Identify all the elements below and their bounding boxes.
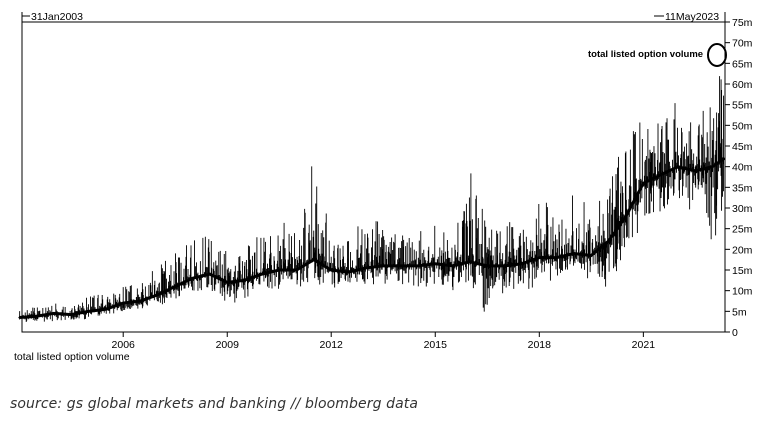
series-point bbox=[486, 265, 488, 267]
y-tick-label: 75m bbox=[732, 17, 753, 29]
y-tick-label: 50m bbox=[732, 120, 753, 132]
series-point bbox=[469, 260, 471, 263]
y-axis: 0 5m 10m 15m 20m 25m 30m 35m 40m 45m 50m 55m 60m 65m 7… bbox=[725, 17, 753, 339]
series-point bbox=[208, 273, 211, 275]
series-point bbox=[573, 252, 575, 255]
y-tick-label: 5m bbox=[732, 306, 747, 318]
series-point bbox=[330, 269, 333, 271]
series-point bbox=[538, 256, 541, 259]
series-point bbox=[87, 310, 90, 313]
series-point bbox=[35, 315, 38, 318]
series-point bbox=[711, 165, 714, 168]
y-tick-label: 10m bbox=[732, 286, 753, 298]
series-point bbox=[555, 256, 558, 259]
x-tick-label: 2021 bbox=[632, 339, 656, 351]
series-layer bbox=[18, 76, 725, 323]
series-annotation: total listed option volume bbox=[588, 49, 703, 60]
series-point bbox=[174, 285, 176, 288]
series-point bbox=[590, 254, 592, 257]
series-point bbox=[278, 269, 280, 271]
series-point bbox=[312, 258, 315, 261]
x-tick-label: 2006 bbox=[112, 339, 136, 351]
series-point bbox=[642, 182, 645, 184]
series-point bbox=[139, 300, 142, 302]
y-tick-label: 35m bbox=[732, 182, 753, 194]
series-point bbox=[295, 269, 298, 271]
series-point bbox=[434, 263, 437, 265]
x-axis: 2006 2009 2012 2015 2018 2021 bbox=[112, 332, 656, 351]
y-tick-label: 20m bbox=[732, 244, 753, 256]
x-tick-label: 2012 bbox=[320, 339, 344, 351]
series-point bbox=[723, 157, 725, 160]
start-date-marker: 31Jan2003 bbox=[21, 11, 83, 23]
series-point bbox=[382, 265, 384, 267]
series-point bbox=[677, 165, 679, 168]
series-point bbox=[104, 308, 107, 311]
series-point bbox=[261, 273, 263, 275]
series-point bbox=[53, 312, 55, 315]
series-point bbox=[191, 277, 194, 280]
y-tick-label: 40m bbox=[732, 162, 753, 174]
series-line bbox=[19, 157, 725, 320]
y-tick-label: 45m bbox=[732, 141, 753, 153]
series-point bbox=[399, 265, 402, 267]
series-point bbox=[694, 170, 696, 172]
series-point bbox=[503, 265, 506, 267]
y-tick-label: 55m bbox=[732, 100, 753, 112]
series-point bbox=[625, 215, 627, 218]
series-point bbox=[226, 281, 229, 284]
series-point bbox=[243, 279, 246, 282]
latest-value-circle bbox=[707, 43, 727, 67]
x-tick-label: 2009 bbox=[216, 339, 240, 351]
y-tick-label: 0 bbox=[732, 327, 738, 339]
end-date-marker: 11May2023 bbox=[654, 11, 726, 23]
y-tick-label: 15m bbox=[732, 265, 753, 277]
x-tick-label: 2018 bbox=[528, 339, 552, 351]
series-label: total listed option volume bbox=[14, 351, 130, 363]
x-tick-label: 2015 bbox=[424, 339, 448, 351]
y-tick-label: 70m bbox=[732, 38, 753, 50]
end-date-label: 11May2023 bbox=[665, 11, 719, 23]
series-point bbox=[365, 267, 367, 269]
source-caption: source: gs global markets and banking //… bbox=[10, 396, 419, 412]
series-point bbox=[18, 316, 20, 319]
series-point bbox=[659, 174, 662, 176]
series-point bbox=[70, 313, 72, 316]
y-tick-label: 65m bbox=[732, 58, 753, 70]
series-point bbox=[122, 302, 125, 304]
series-point bbox=[416, 265, 419, 267]
y-tick-label: 25m bbox=[732, 224, 753, 236]
series-point bbox=[607, 240, 610, 242]
series-point bbox=[347, 271, 350, 273]
y-tick-label: 30m bbox=[732, 203, 753, 215]
y-tick-label: 60m bbox=[732, 79, 753, 91]
series-point bbox=[451, 265, 454, 267]
series-point bbox=[157, 294, 159, 296]
start-date-label: 31Jan2003 bbox=[31, 11, 83, 23]
series-point bbox=[521, 263, 523, 265]
plot-area bbox=[21, 21, 726, 333]
